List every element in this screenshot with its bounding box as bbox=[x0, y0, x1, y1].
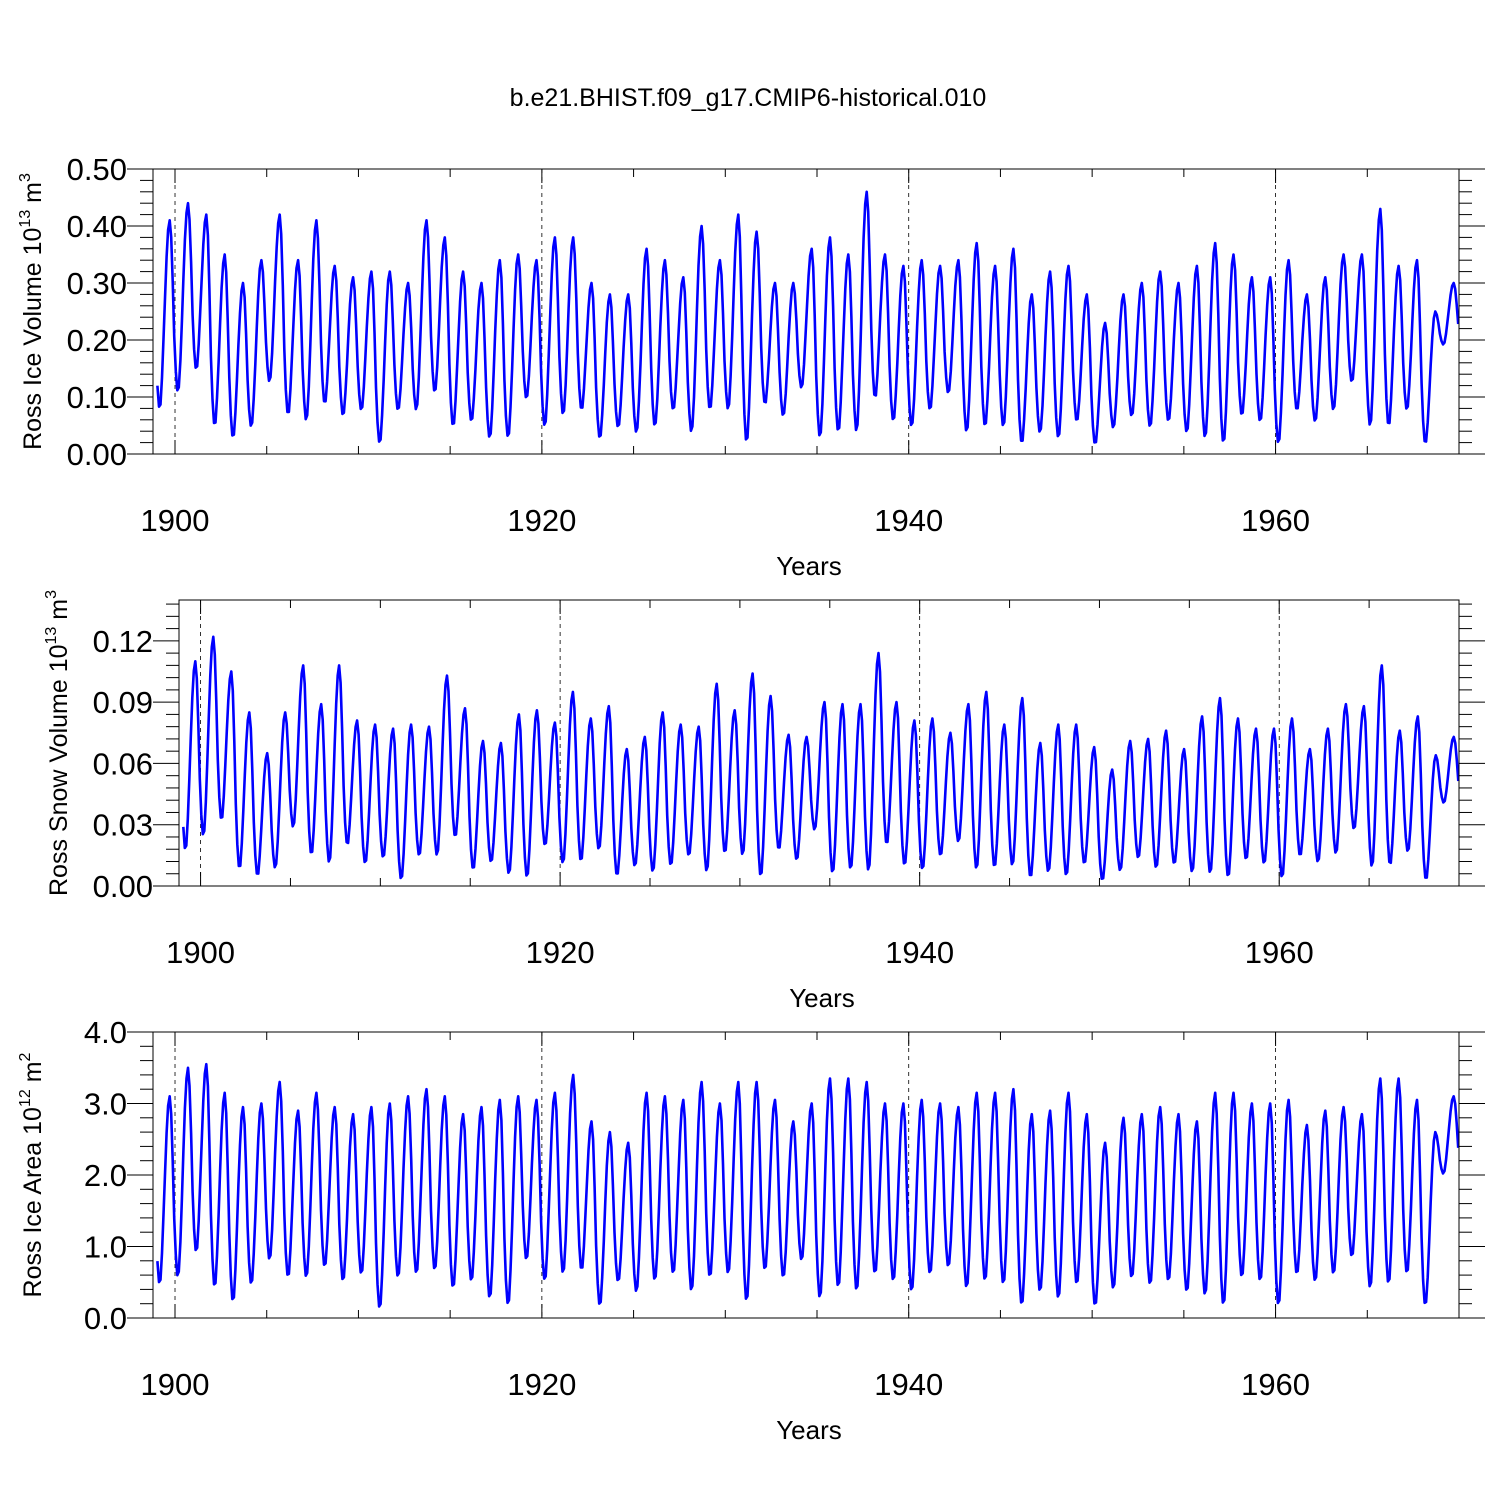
x-tick-label: 1940 bbox=[885, 935, 954, 970]
panel-ross-snow-volume: 0.00 0.03 0.06 0.09 0.12 1900 1920 1940 1960 Year… bbox=[43, 590, 1485, 1013]
series-line bbox=[156, 1062, 1460, 1308]
y-axis-label: Ross Ice Volume 1013 m3 bbox=[17, 173, 47, 450]
x-axis-label: Years bbox=[776, 551, 842, 581]
series-line bbox=[182, 635, 1460, 880]
y-tick-label: 4.0 bbox=[84, 1015, 127, 1050]
x-tick-label: 1920 bbox=[526, 935, 595, 970]
y-tick-label: 0.20 bbox=[67, 323, 127, 358]
y-tick-label: 0.12 bbox=[93, 624, 153, 659]
panel-ross-ice-area: 0.0 1.0 2.0 3.0 4.0 1900 1920 1940 1960 Years Ross… bbox=[17, 1015, 1485, 1445]
x-tick-label: 1960 bbox=[1241, 1367, 1310, 1402]
y-tick-label: 0.03 bbox=[93, 808, 153, 843]
x-tick-label: 1940 bbox=[874, 1367, 943, 1402]
y-tick-label: 0.00 bbox=[67, 437, 127, 472]
plot-frame bbox=[152, 168, 1460, 455]
y-tick-label: 2.0 bbox=[84, 1158, 127, 1193]
y-tick-label: 0.10 bbox=[67, 380, 127, 415]
x-tick-label: 1900 bbox=[141, 503, 210, 538]
x-tick-label: 1960 bbox=[1245, 935, 1314, 970]
y-tick-label: 1.0 bbox=[84, 1230, 127, 1265]
x-axis-label: Years bbox=[789, 983, 855, 1013]
y-tick-label: 0.50 bbox=[67, 152, 127, 187]
x-tick-label: 1960 bbox=[1241, 503, 1310, 538]
plot-frame bbox=[152, 1031, 1460, 1319]
y-tick-label: 0.00 bbox=[93, 869, 153, 904]
y-tick-label: 0.06 bbox=[93, 746, 153, 781]
x-axis-label: Years bbox=[776, 1415, 842, 1445]
y-tick-label: 0.0 bbox=[84, 1301, 127, 1336]
x-tick-label: 1940 bbox=[874, 503, 943, 538]
x-tick-label: 1900 bbox=[166, 935, 235, 970]
plot-frame bbox=[178, 599, 1460, 887]
x-tick-label: 1920 bbox=[507, 503, 576, 538]
y-tick-label: 0.09 bbox=[93, 685, 153, 720]
x-tick-label: 1920 bbox=[507, 1367, 576, 1402]
panel-ross-ice-volume: 0.00 0.10 0.20 0.30 0.40 0.50 1900 1920 1940 1960… bbox=[17, 152, 1485, 581]
chart-title: b.e21.BHIST.f09_g17.CMIP6-historical.010 bbox=[510, 84, 987, 112]
y-axis-label: Ross Snow Volume 1013 m3 bbox=[43, 590, 73, 896]
y-tick-label: 3.0 bbox=[84, 1087, 127, 1122]
series-line bbox=[156, 190, 1460, 444]
y-tick-label: 0.40 bbox=[67, 209, 127, 244]
panels: 0.00 0.10 0.20 0.30 0.40 0.50 1900 1920 1940 1960… bbox=[17, 152, 1485, 1445]
x-tick-label: 1900 bbox=[141, 1367, 210, 1402]
y-tick-label: 0.30 bbox=[67, 266, 127, 301]
y-axis-label: Ross Ice Area 1012 m2 bbox=[17, 1052, 47, 1297]
